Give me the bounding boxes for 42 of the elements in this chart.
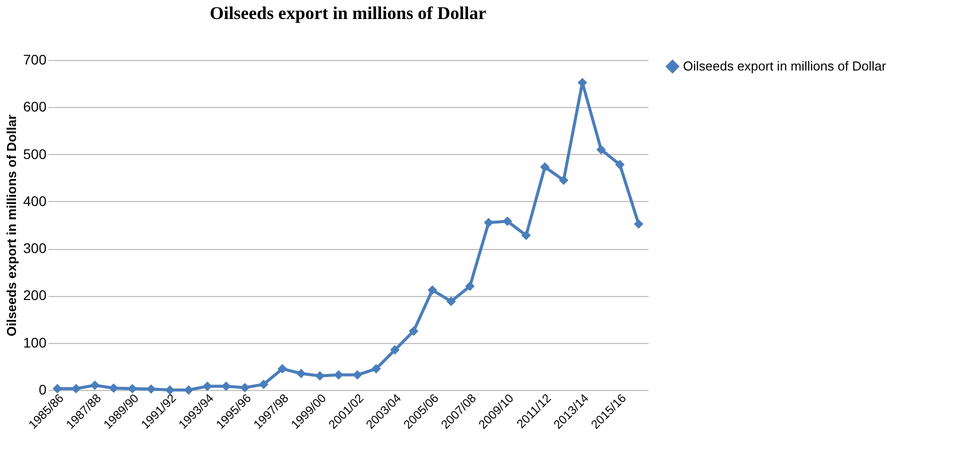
point (184, 385, 194, 395)
point (615, 160, 625, 170)
point (371, 364, 381, 374)
point (258, 380, 268, 390)
point (296, 368, 306, 378)
point (502, 216, 512, 226)
point (408, 326, 418, 336)
chart-title: Oilseeds export in millions of Dollar (210, 3, 486, 23)
y-tick-label: 400 (23, 192, 47, 209)
point (221, 381, 231, 391)
y-axis-title: Oilseeds export in millions of Dollar (4, 114, 20, 336)
point (390, 345, 400, 355)
point (521, 230, 531, 240)
point (334, 370, 344, 380)
point (90, 380, 100, 390)
y-tick-label: 300 (23, 240, 47, 256)
point (352, 370, 362, 380)
point (596, 144, 606, 154)
point (128, 384, 138, 394)
point (146, 384, 156, 394)
point (465, 282, 475, 292)
y-tick-label: 100 (23, 334, 47, 350)
point (540, 162, 550, 172)
point (165, 385, 175, 395)
point (558, 175, 568, 185)
point (240, 382, 250, 392)
point (108, 383, 118, 393)
point (52, 384, 62, 394)
point (71, 384, 81, 394)
point (202, 381, 212, 391)
point (428, 285, 438, 295)
y-tick-label: 700 (23, 52, 47, 68)
y-tick-label: 600 (23, 98, 47, 115)
y-tick-label: 200 (23, 287, 47, 304)
y-tick-label: 500 (23, 146, 47, 162)
point (315, 371, 325, 381)
y-tick-label: 0 (38, 382, 47, 398)
point (634, 219, 644, 229)
point (278, 364, 288, 374)
legend-label: Oilseeds export in millions of Dollar (683, 58, 887, 74)
point (446, 296, 456, 306)
point (484, 218, 494, 228)
